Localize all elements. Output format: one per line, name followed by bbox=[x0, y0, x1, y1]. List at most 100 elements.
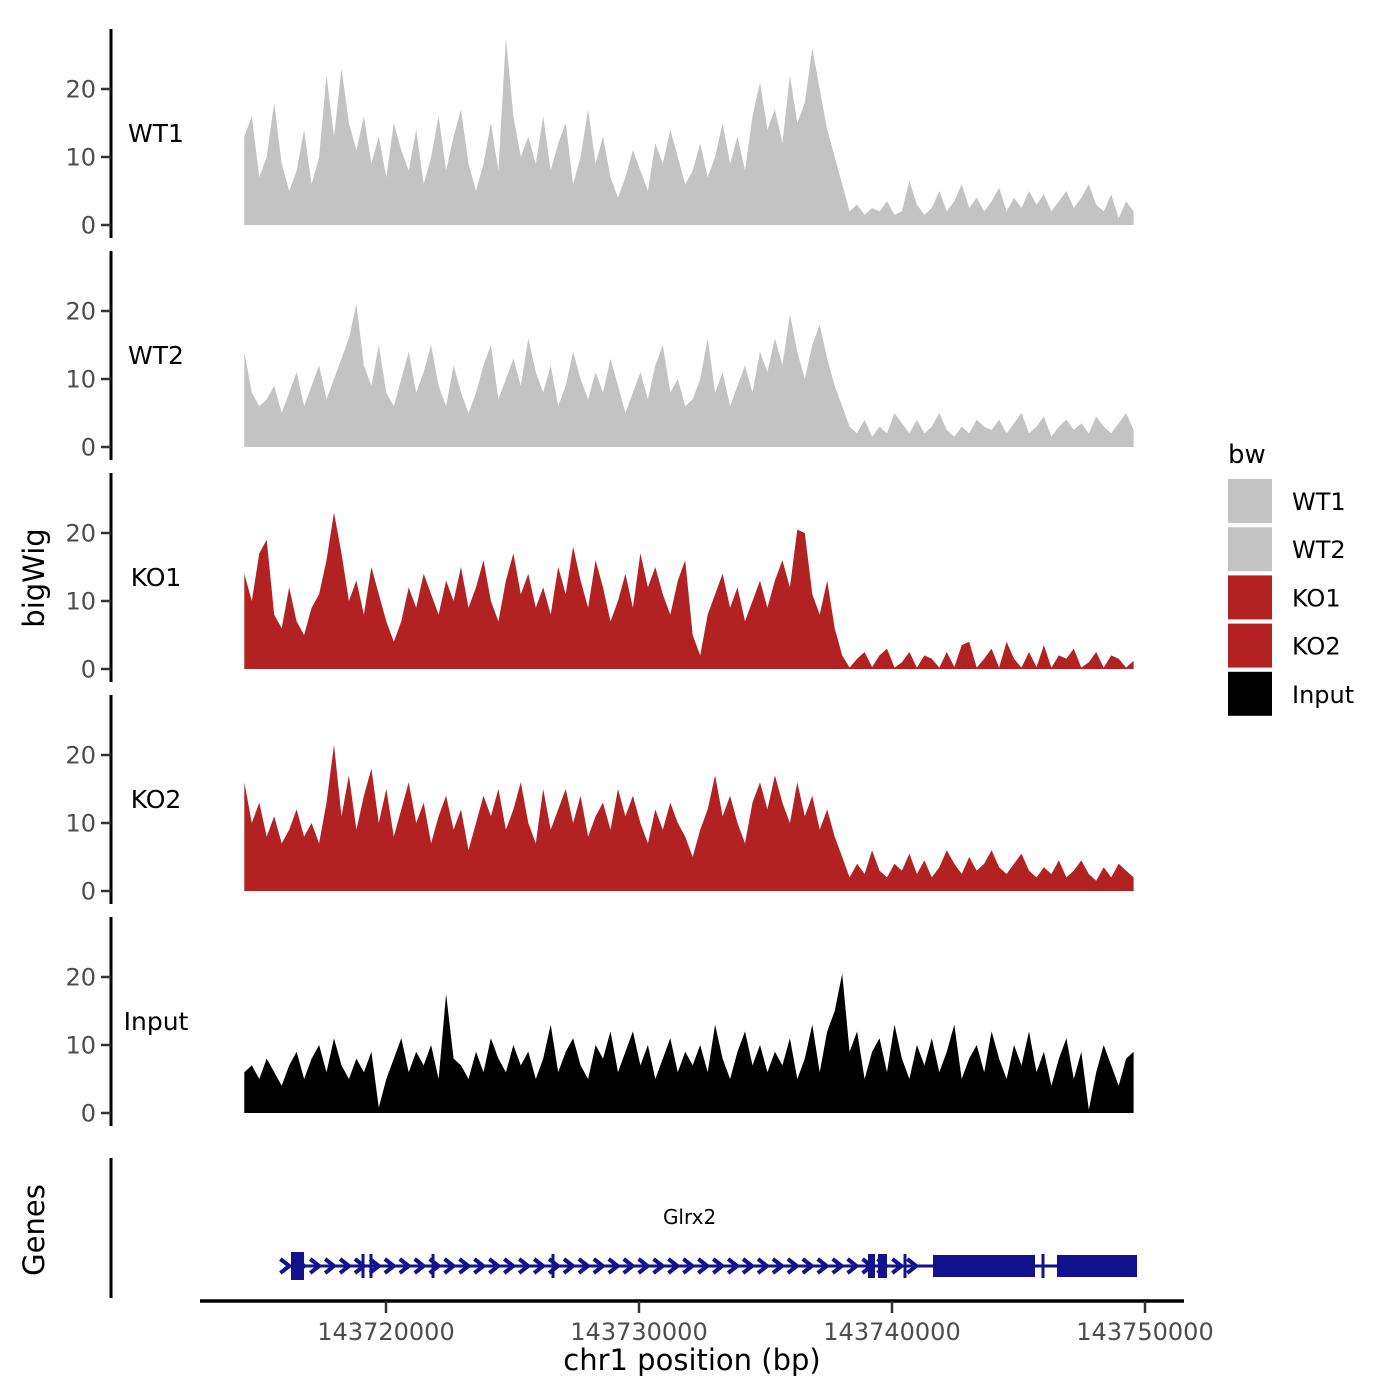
gene-strand-arrow bbox=[771, 1257, 786, 1275]
legend-swatch-KO2 bbox=[1228, 623, 1272, 668]
x-tick-label: 143750000 bbox=[1076, 1318, 1213, 1346]
y-tick-label-KO2: 20 bbox=[65, 742, 96, 770]
legend-label-Input: Input bbox=[1292, 681, 1354, 709]
y-tick-label-Input: 10 bbox=[65, 1032, 96, 1060]
gene-exon-tick bbox=[369, 1254, 373, 1278]
gene-strand-arrow bbox=[831, 1257, 845, 1275]
legend-label-KO1: KO1 bbox=[1292, 584, 1341, 612]
gene-strand-arrow bbox=[682, 1257, 696, 1275]
gene-strand-arrow bbox=[652, 1257, 666, 1275]
gene-strand-arrow bbox=[503, 1257, 517, 1275]
gene-strand-arrow bbox=[308, 1257, 323, 1275]
gene-strand-arrow bbox=[458, 1257, 472, 1275]
gene-strand-arrow bbox=[577, 1257, 592, 1275]
genes-track-group: Glrx2 bbox=[109, 1158, 1138, 1298]
legend-swatch-KO1 bbox=[1228, 575, 1272, 620]
gene-exon-small bbox=[878, 1254, 887, 1278]
track-label-KO2: KO2 bbox=[131, 785, 182, 814]
gene-exon-tick bbox=[431, 1254, 435, 1278]
x-tick-label: 143740000 bbox=[823, 1318, 960, 1346]
coverage-track-WT1: 0 10 20 WT1 bbox=[65, 29, 1134, 240]
track-label-Input: Input bbox=[124, 1007, 189, 1036]
gene-strand-arrow bbox=[323, 1257, 338, 1275]
x-tick-label: 143720000 bbox=[317, 1318, 454, 1346]
genes-axis-title: Genes bbox=[17, 1184, 51, 1276]
coverage-area-KO1 bbox=[244, 512, 1134, 669]
gene-strand-arrow bbox=[517, 1257, 532, 1275]
legend: bw WT1 WT2 KO1 KO2 Input bbox=[1228, 440, 1354, 716]
coverage-track-Input: 0 10 20 Input bbox=[65, 917, 1134, 1128]
y-tick-label-KO2: 10 bbox=[65, 810, 96, 838]
x-axis-title: chr1 position (bp) bbox=[563, 1343, 820, 1377]
bigwig-axis-title: bigWig bbox=[17, 528, 51, 627]
gene-strand-arrow bbox=[532, 1257, 547, 1275]
gene-start-exon bbox=[290, 1252, 305, 1280]
gene-strand-arrow bbox=[383, 1257, 398, 1275]
y-tick-label-WT2: 0 bbox=[81, 434, 96, 462]
coverage-track-KO2: 0 10 20 KO2 bbox=[65, 695, 1134, 906]
gene-strand-arrow bbox=[667, 1257, 681, 1275]
gene-strand-arrow bbox=[592, 1257, 607, 1275]
gene-exon-tick bbox=[1041, 1254, 1045, 1278]
coverage-area-WT2 bbox=[244, 304, 1134, 447]
y-tick-label-Input: 0 bbox=[81, 1100, 96, 1128]
gene-strand-arrow bbox=[338, 1257, 353, 1275]
gene-strand-arrow bbox=[637, 1257, 651, 1275]
gene-strand-arrow bbox=[697, 1257, 711, 1275]
gene-strand-arrow bbox=[801, 1257, 816, 1275]
y-tick-label-WT1: 20 bbox=[65, 76, 96, 104]
track-label-WT1: WT1 bbox=[128, 119, 184, 148]
legend-label-WT2: WT2 bbox=[1292, 536, 1346, 564]
gene-strand-arrow bbox=[473, 1257, 487, 1275]
y-tick-label-KO1: 10 bbox=[65, 588, 96, 616]
y-tick-label-WT2: 10 bbox=[65, 366, 96, 394]
legend-swatch-WT1 bbox=[1228, 479, 1272, 523]
gene-strand-arrow bbox=[711, 1257, 726, 1275]
gene-strand-arrow bbox=[443, 1257, 457, 1275]
gene-strand-arrow bbox=[279, 1257, 293, 1275]
coverage-track-WT2: 0 10 20 WT2 bbox=[65, 251, 1134, 462]
gene-strand-arrow bbox=[398, 1257, 413, 1275]
x-tick-label: 143730000 bbox=[570, 1318, 707, 1346]
gene-exon-tick bbox=[903, 1254, 907, 1278]
gene-name-label: Glrx2 bbox=[663, 1205, 716, 1229]
y-tick-label-WT1: 10 bbox=[65, 144, 96, 172]
legend-swatch-WT2 bbox=[1228, 527, 1272, 572]
coverage-tracks-group: 0 10 20 WT1 0 10 20 WT2 0 10 20 KO1 0 10 20 KO2 0 10 20 Inp… bbox=[65, 29, 1134, 1128]
gene-exon-small bbox=[867, 1254, 875, 1278]
coverage-area-WT1 bbox=[244, 38, 1134, 225]
coverage-track-KO1: 0 10 20 KO1 bbox=[65, 473, 1134, 684]
gene-strand-arrow bbox=[368, 1257, 383, 1275]
legend-entries: WT1 WT2 KO1 KO2 Input bbox=[1228, 479, 1354, 716]
gene-strand-arrow bbox=[786, 1257, 801, 1275]
gene-exon-tick bbox=[551, 1254, 555, 1278]
y-tick-label-KO2: 0 bbox=[81, 878, 96, 906]
coverage-area-KO2 bbox=[244, 744, 1134, 891]
gene-exon-tick bbox=[361, 1254, 365, 1278]
gene-strand-arrow bbox=[741, 1257, 756, 1275]
gene-exon-large bbox=[1056, 1255, 1138, 1277]
track-label-KO1: KO1 bbox=[131, 563, 182, 592]
legend-label-KO2: KO2 bbox=[1292, 633, 1341, 661]
gene-strand-arrow bbox=[562, 1257, 577, 1275]
legend-swatch-Input bbox=[1228, 671, 1272, 716]
y-tick-label-KO1: 0 bbox=[81, 656, 96, 684]
gene-strand-arrow bbox=[726, 1257, 741, 1275]
x-axis-group: 143720000 143730000 143740000 143750000 bbox=[200, 1299, 1214, 1346]
track-label-WT2: WT2 bbox=[128, 341, 184, 370]
gene-strand-arrow bbox=[607, 1257, 621, 1275]
gene-strand-arrow bbox=[622, 1257, 636, 1275]
legend-label-WT1: WT1 bbox=[1292, 488, 1346, 516]
gene-strand-arrow bbox=[413, 1257, 427, 1275]
gene-strand-arrow bbox=[488, 1257, 502, 1275]
gene-exon-large bbox=[933, 1255, 1035, 1277]
gene-strand-arrow bbox=[816, 1257, 830, 1275]
coverage-area-Input bbox=[244, 973, 1134, 1113]
y-tick-label-WT1: 0 bbox=[81, 212, 96, 240]
legend-title: bw bbox=[1228, 440, 1266, 470]
gene-strand-arrow bbox=[846, 1257, 860, 1275]
gene-strand-arrow bbox=[756, 1257, 771, 1275]
